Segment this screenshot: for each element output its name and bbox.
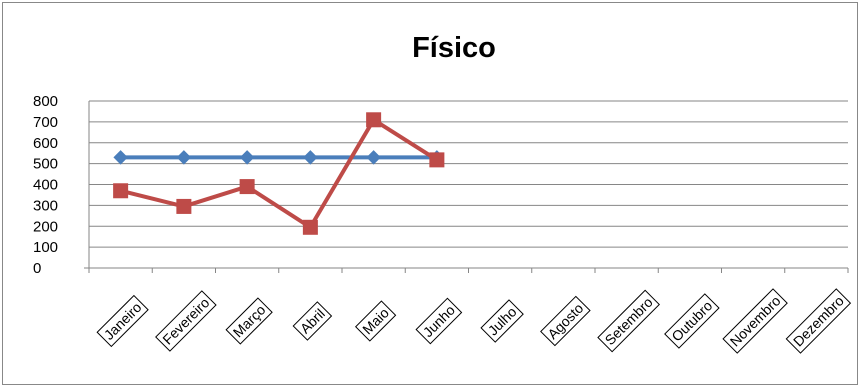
data-point [114, 151, 127, 164]
x-tick-label: Fevereiro [159, 294, 212, 347]
x-tick-label-group: Maio [356, 301, 396, 341]
x-tick-label: Setembro [602, 294, 656, 348]
data-point [177, 199, 191, 213]
x-tick-label-group: Janeiro [97, 296, 148, 347]
data-point [367, 151, 380, 164]
y-tick-label: 700 [33, 114, 58, 131]
y-tick-label: 500 [33, 156, 58, 173]
x-tick-label-group: Julho [481, 300, 523, 342]
x-tick-label: Novembro [727, 292, 784, 349]
x-tick-label: Dezembro [790, 292, 847, 349]
y-tick-label: 600 [33, 135, 58, 152]
x-tick-label-group: Fevereiro [156, 291, 216, 351]
x-tick-label-group: Novembro [723, 289, 787, 353]
y-tick-label: 300 [33, 197, 58, 214]
data-point [114, 184, 128, 198]
series-line-2 [121, 120, 437, 228]
x-tick-label: Outubro [668, 297, 715, 344]
data-point [240, 180, 254, 194]
data-point [303, 220, 317, 234]
x-tick-label-group: Junho [416, 298, 461, 343]
x-tick-label-group: Abril [293, 302, 331, 340]
y-tick-label: 800 [33, 93, 58, 110]
data-point [367, 113, 381, 127]
data-point [177, 151, 190, 164]
x-tick-label-group: Dezembro [786, 289, 850, 353]
x-tick-label-group: Setembro [598, 290, 659, 351]
data-point [430, 153, 444, 167]
x-tick-label-group: Outubro [665, 294, 719, 348]
y-tick-label: 0 [33, 260, 41, 277]
data-point [304, 151, 317, 164]
y-tick-label: 400 [33, 177, 58, 194]
x-tick-label-group: Agosto [541, 296, 590, 345]
x-tick-label: Janeiro [101, 299, 145, 343]
y-tick-label: 200 [33, 218, 58, 235]
data-point [241, 151, 254, 164]
x-tick-label-group: Março [226, 298, 272, 344]
y-tick-label: 100 [33, 239, 58, 256]
